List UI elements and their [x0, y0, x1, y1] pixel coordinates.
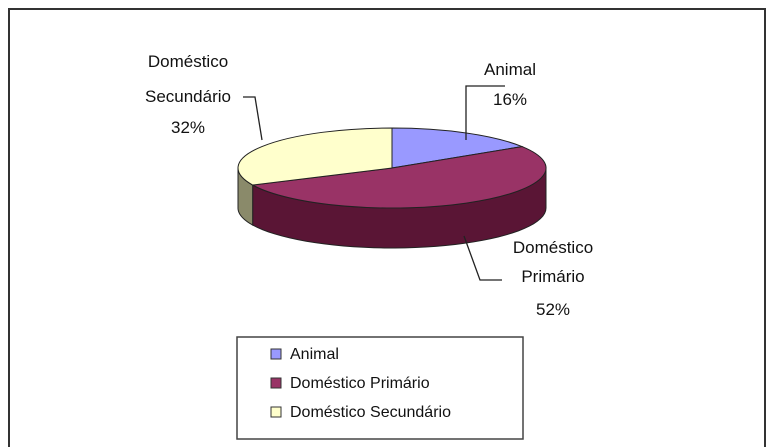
- pie-slice-domestico-primario: [251, 146, 547, 209]
- data-label-domestico-primario: Primário: [521, 267, 584, 286]
- data-label-domestico-secundario: Secundário: [145, 87, 231, 106]
- data-label-domestico-secundario: Doméstico: [148, 52, 228, 71]
- legend-box: [236, 336, 524, 440]
- legend-item-domestico-secundario: Doméstico Secundário: [290, 404, 451, 421]
- legend: Animal Doméstico Primário Doméstico Secu…: [236, 336, 524, 440]
- pie-slices: [237, 127, 547, 209]
- legend-swatch-domestico-secundario: [270, 406, 282, 418]
- data-label-animal: Animal: [484, 60, 536, 79]
- data-labels: Animal 16% Doméstico Primário 52% Doméstico Se…: [145, 52, 593, 319]
- legend-swatch-animal: [270, 348, 282, 360]
- leader-line-domestico-primario: [463, 235, 502, 281]
- leader-line-animal: [465, 85, 505, 140]
- pie-slice-domestico-secundario: [237, 127, 393, 186]
- legend-item-domestico-primario: Doméstico Primário: [290, 375, 430, 392]
- data-label-domestico-secundario: 32%: [171, 118, 205, 137]
- legend-swatch-domestico-primario: [270, 377, 282, 389]
- leader-line-domestico-secundario: [243, 96, 263, 141]
- leader-lines: [243, 85, 505, 281]
- legend-item-animal: Animal: [290, 346, 339, 363]
- data-label-domestico-primario: 52%: [536, 300, 570, 319]
- data-label-animal: 16%: [493, 90, 527, 109]
- data-label-domestico-primario: Doméstico: [513, 238, 593, 257]
